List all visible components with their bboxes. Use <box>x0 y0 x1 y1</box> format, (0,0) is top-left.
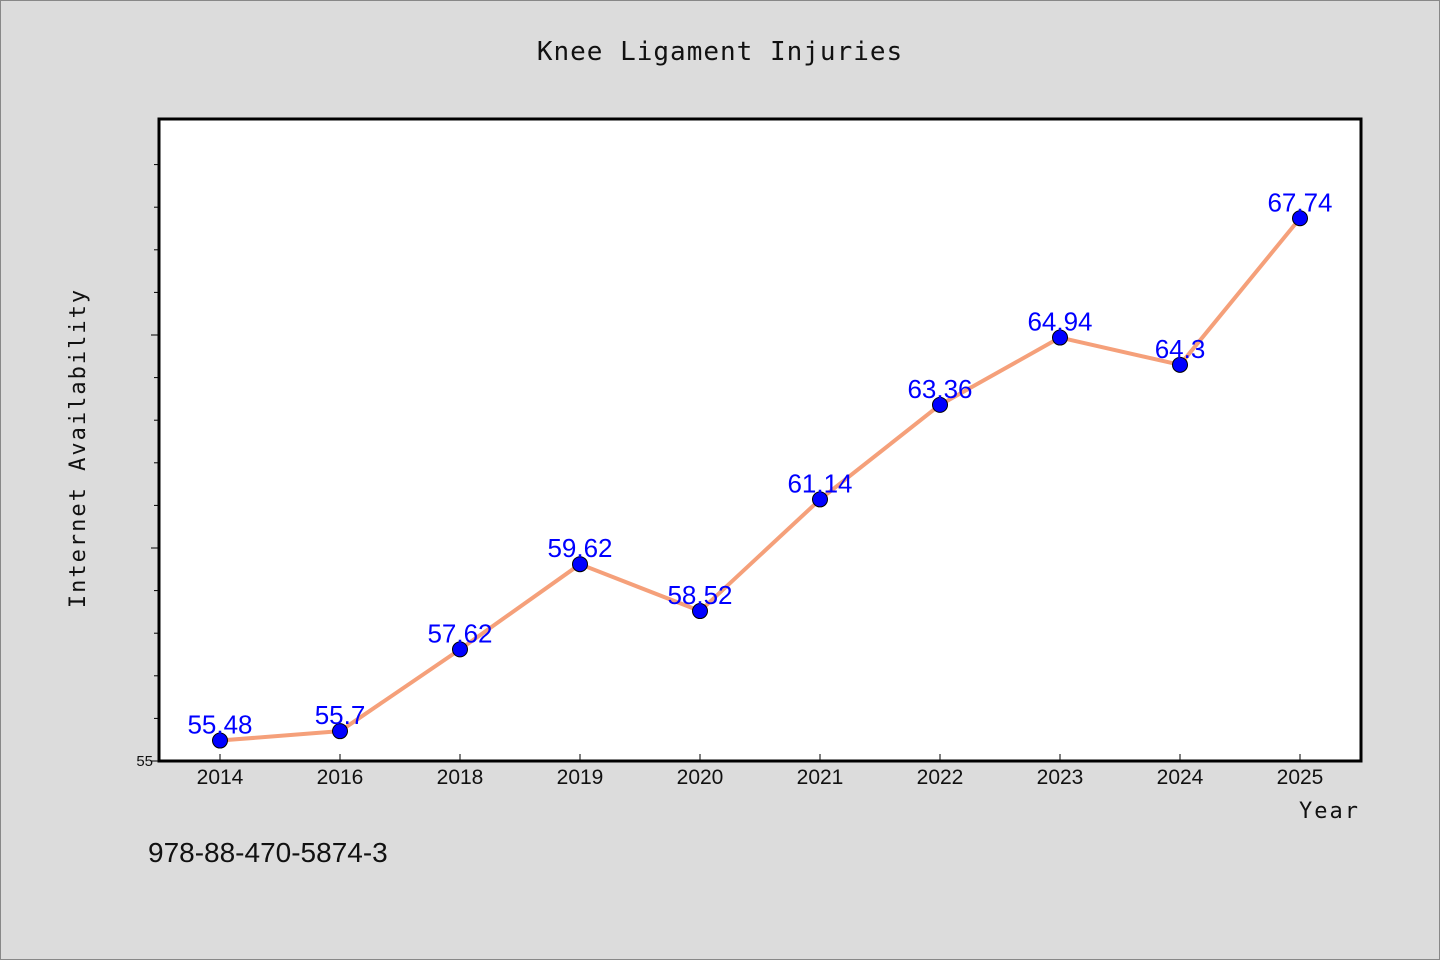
x-tick-label: 2025 <box>1277 766 1324 789</box>
x-tick-label: 2014 <box>197 766 244 789</box>
data-point <box>572 556 588 573</box>
data-label: 59.62 <box>547 533 612 563</box>
x-tick-label: 2016 <box>317 766 364 789</box>
data-point <box>932 396 948 413</box>
x-tick-label: 2024 <box>1157 766 1204 789</box>
data-point <box>1052 329 1068 346</box>
x-axis-label: Year <box>1299 799 1360 824</box>
x-tick-label: 2023 <box>1037 766 1084 789</box>
y-axis-label: Internet Availability <box>66 288 91 608</box>
chart-title: Knee Ligament Injuries <box>537 37 903 67</box>
data-label: 55.7 <box>315 700 366 730</box>
series-group: 55.48 55.7 57.62 59.62 58.52 61.14 63.36 64.94 6… <box>187 187 1333 749</box>
x-tick-label: 2020 <box>677 766 724 789</box>
data-point <box>1172 356 1188 373</box>
data-label: 67.74 <box>1267 187 1332 217</box>
data-point <box>332 723 348 740</box>
x-tick-label: 2022 <box>917 766 964 789</box>
data-label: 64.3 <box>1155 334 1206 364</box>
data-label: 58.52 <box>667 580 732 610</box>
data-point <box>812 491 828 508</box>
plot-area <box>157 117 1363 763</box>
x-tick-label: 2019 <box>557 766 604 789</box>
x-tick-label: 2021 <box>797 766 844 789</box>
y-tick-label: 55 <box>136 753 153 770</box>
data-point <box>452 641 468 658</box>
x-axis-ticks: 2014 2016 2018 2019 2020 2021 2022 2023 2024 2025 <box>197 754 1324 789</box>
data-label: 63.36 <box>907 374 972 404</box>
data-label: 61.14 <box>787 468 852 498</box>
data-point <box>212 732 228 749</box>
data-point <box>692 603 708 620</box>
series-line <box>219 217 1302 743</box>
data-label: 64.94 <box>1027 307 1092 337</box>
y-axis-ticks: 55 <box>136 164 159 770</box>
data-label: 57.62 <box>427 618 492 648</box>
x-tick-label: 2018 <box>437 766 484 789</box>
footer-isbn: 978-88-470-5874-3 <box>148 837 388 868</box>
data-label: 55.48 <box>187 710 252 740</box>
data-point <box>1292 210 1308 227</box>
